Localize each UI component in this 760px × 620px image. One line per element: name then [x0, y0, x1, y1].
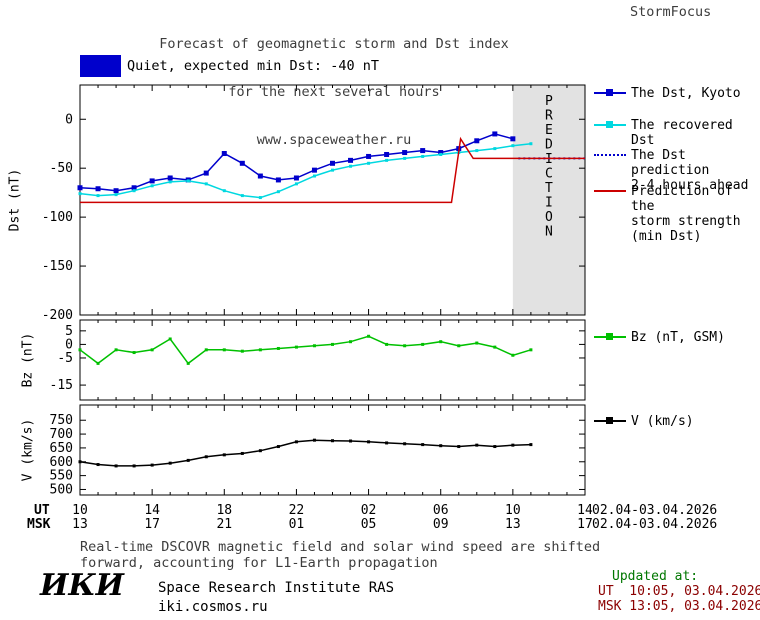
svg-text:P: P — [545, 94, 553, 109]
title-line1: Forecast of geomagnetic storm and Dst in… — [159, 36, 509, 52]
title-url: www.spaceweather.ru — [256, 132, 412, 148]
footer-note-line1: Real-time DSCOVR magnetic field and sola… — [80, 539, 601, 555]
svg-text:-100: -100 — [42, 210, 73, 225]
legend-storm-line3: (min Dst) — [631, 229, 702, 244]
svg-text:10: 10 — [72, 503, 88, 518]
storm-prediction-line-icon — [594, 184, 626, 199]
legend-bz: Bz (nT, GSM) — [594, 330, 725, 345]
legend-storm-line2: storm strength — [631, 214, 741, 229]
website-link: iki.cosmos.ru — [158, 599, 268, 615]
svg-text:700: 700 — [50, 427, 73, 442]
legend-storm-prediction: Prediction of the storm strength (min Ds… — [594, 184, 760, 244]
svg-text:22: 22 — [289, 503, 305, 518]
svg-text:E: E — [545, 123, 553, 138]
svg-text:-5: -5 — [57, 351, 73, 366]
updated-label: Updated at: — [612, 569, 699, 584]
svg-text:-200: -200 — [42, 308, 73, 323]
svg-text:O: O — [545, 210, 553, 225]
iki-logo: ИКИ — [40, 568, 124, 603]
legend-dst-kyoto: The Dst, Kyoto — [594, 86, 741, 101]
legend-v: V (km/s) — [594, 414, 694, 429]
svg-text:-50: -50 — [50, 161, 73, 176]
svg-text:T: T — [545, 181, 553, 196]
legend-bz-label: Bz (nT, GSM) — [631, 330, 725, 345]
bz-line-icon — [594, 330, 626, 345]
legend-recovered-dst: The recovered Dst — [594, 118, 760, 148]
svg-text:17: 17 — [577, 517, 593, 532]
bz-axis-label: Bz (nT) — [20, 332, 36, 388]
ut-date-range: 02.04-03.04.2026 — [592, 503, 718, 518]
svg-text:10: 10 — [505, 503, 521, 518]
legend-dst-prediction: The Dst prediction 2-4 hours ahead — [594, 148, 760, 193]
svg-text:06: 06 — [433, 503, 449, 518]
svg-text:0: 0 — [65, 112, 73, 127]
dst-kyoto-line-icon — [594, 86, 626, 101]
svg-text:5: 5 — [65, 324, 73, 339]
legend-dst-prediction-line1: The Dst prediction — [631, 148, 710, 178]
legend-storm-line1: Prediction of the — [631, 184, 733, 214]
svg-text:I: I — [545, 196, 553, 211]
svg-text:500: 500 — [50, 482, 73, 497]
svg-text:550: 550 — [50, 469, 73, 484]
msk-date-range: 02.04-03.04.2026 — [592, 517, 718, 532]
svg-text:0: 0 — [65, 337, 73, 352]
v-axis-label: V (km/s) — [20, 418, 36, 482]
institute-name: Space Research Institute RAS — [158, 580, 395, 596]
svg-text:I: I — [545, 152, 553, 167]
updated-msk: MSK 13:05, 03.04.2026 — [598, 599, 760, 614]
svg-text:14: 14 — [144, 503, 160, 518]
v-line-icon — [594, 414, 626, 429]
svg-text:N: N — [545, 225, 553, 240]
ut-row-label: UT — [34, 503, 50, 518]
svg-text:-150: -150 — [42, 259, 73, 274]
page-title: Forecast of geomagnetic storm and Dst in… — [80, 4, 588, 180]
svg-text:R: R — [545, 109, 553, 124]
msk-row-label: MSK — [27, 517, 51, 532]
legend-v-label: V (km/s) — [631, 414, 694, 429]
svg-text:05: 05 — [361, 517, 377, 532]
svg-text:21: 21 — [216, 517, 232, 532]
updated-ut: UT 10:05, 03.04.2026 — [598, 584, 760, 599]
svg-text:01: 01 — [289, 517, 305, 532]
svg-text:-15: -15 — [50, 378, 73, 393]
svg-text:13: 13 — [505, 517, 521, 532]
dst-axis-label: Dst (nT) — [7, 168, 23, 232]
svg-text:C: C — [545, 167, 553, 182]
legend-dst-kyoto-label: The Dst, Kyoto — [631, 86, 741, 101]
svg-text:17: 17 — [144, 517, 160, 532]
status-label: Quiet, expected min Dst: -40 nT — [127, 58, 379, 74]
footer-note-line2: forward, accounting for L1-Earth propaga… — [80, 555, 438, 571]
svg-text:14: 14 — [577, 503, 593, 518]
legend-recovered-dst-label: The recovered Dst — [631, 118, 733, 148]
legend-dst-prediction-line2: 2-4 hours ahead — [631, 178, 749, 193]
svg-text:D: D — [545, 138, 553, 153]
svg-text:18: 18 — [216, 503, 232, 518]
dst-prediction-dotted-line-icon — [594, 148, 626, 163]
svg-text:750: 750 — [50, 413, 73, 428]
svg-text:600: 600 — [50, 455, 73, 470]
status-swatch — [80, 55, 121, 77]
svg-text:13: 13 — [72, 517, 88, 532]
recovered-dst-line-icon — [594, 118, 626, 133]
brand-stormfocus: StormFocus — [630, 4, 712, 20]
svg-text:650: 650 — [50, 441, 73, 456]
svg-text:09: 09 — [433, 517, 449, 532]
svg-text:02: 02 — [361, 503, 377, 518]
title-line2: for the next several hours — [228, 84, 440, 100]
